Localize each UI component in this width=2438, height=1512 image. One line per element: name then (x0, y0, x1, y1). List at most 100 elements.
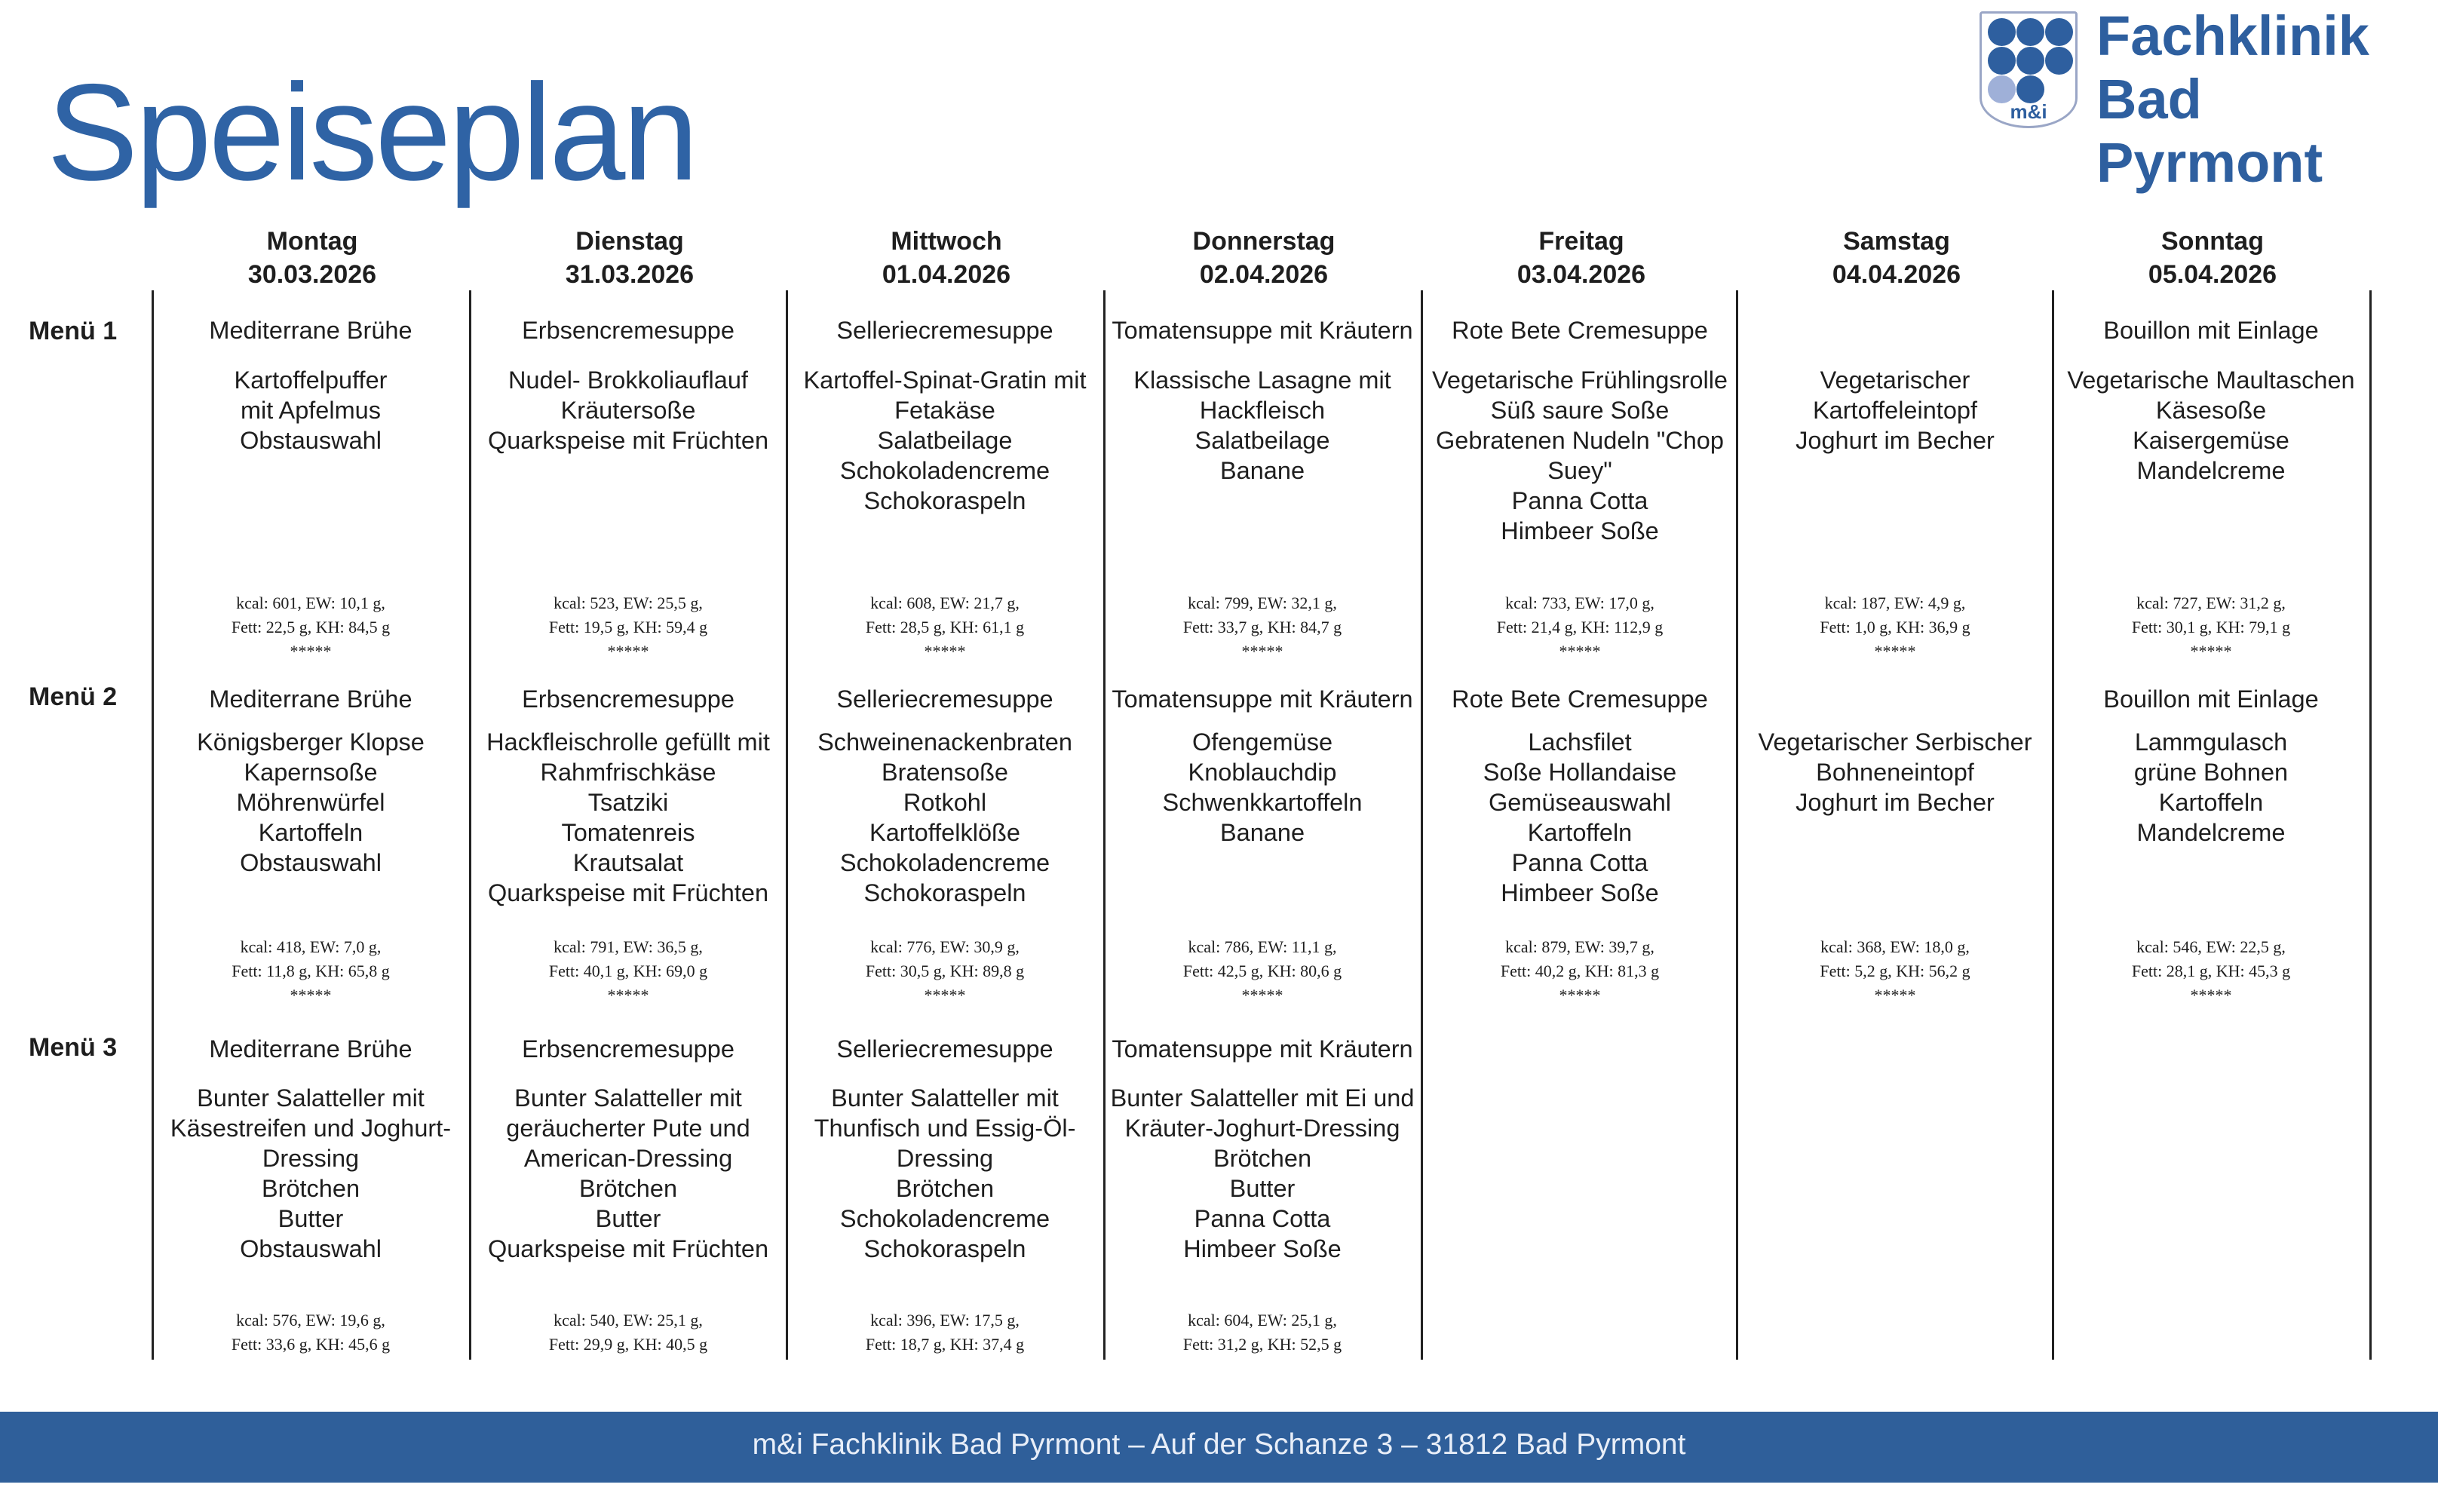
dish-list: Königsberger Klopse Kapernsoße Möhrenwürfe… (154, 727, 468, 878)
menu-label: Menü 1 (29, 317, 118, 345)
column-divider (1421, 290, 1423, 1360)
dish-item: Klassische Lasagne mit (1133, 366, 1391, 394)
nutrition-line: Fett: 28,1 g, KH: 45,3 g (2131, 961, 2291, 980)
dish-item: Panna Cotta (1511, 849, 1648, 876)
dish-item: Fetakäse (894, 397, 995, 424)
nutrition-line: kcal: 608, EW: 21,7 g, (870, 593, 1020, 612)
rating-stars: ***** (1874, 642, 1916, 661)
dish-item: Quarkspeise mit Früchten (487, 879, 769, 906)
dish-list: Bunter Salatteller mit Thunfisch und Essi… (788, 1083, 1102, 1264)
dish-item: Banane (1219, 819, 1305, 846)
dish-item: Obstauswahl (240, 427, 382, 454)
dish-item: Quarkspeise mit Früchten (487, 1235, 769, 1262)
dish-item: Obstauswahl (240, 1235, 382, 1262)
dish-item: Kartoffeln (2158, 789, 2264, 816)
dish-item: Vegetarische Frühlingsrolle (1431, 366, 1728, 394)
nutrition-line: kcal: 733, EW: 17,0 g, (1505, 593, 1654, 612)
dish-item: Schweinenackenbraten (817, 728, 1072, 756)
dish-item: Bratensoße (881, 759, 1008, 786)
dish-item: geräucherter Pute und (506, 1115, 750, 1142)
dish-item: Schokoraspeln (863, 487, 1026, 514)
dish-item: Brötchen (1213, 1145, 1312, 1172)
dish-item: Kartoffel-Spinat-Gratin mit (803, 366, 1087, 394)
dish-item: Süß saure Soße (1490, 397, 1670, 424)
dish-item: Brötchen (895, 1175, 995, 1202)
nutrition-line: kcal: 418, EW: 7,0 g, (240, 937, 382, 956)
logo-badge: m&i (2010, 100, 2047, 123)
day-name: Mittwoch (891, 227, 1002, 256)
dish-item: Bunter Salatteller mit Ei und (1110, 1084, 1415, 1112)
day-name: Freitag (1538, 227, 1624, 256)
dish-item: Schokoraspeln (863, 879, 1026, 906)
nutrition-info: kcal: 776, EW: 30,9 g, Fett: 30,5 g, KH: … (788, 935, 1102, 1007)
dish-item: Schokoladencreme (839, 1205, 1050, 1232)
nutrition-info: kcal: 546, EW: 22,5 g, Fett: 28,1 g, KH: … (2054, 935, 2368, 1007)
nutrition-line: Fett: 33,6 g, KH: 45,6 g (231, 1335, 391, 1354)
soup-item: Selleriecremesuppe (836, 1035, 1053, 1063)
column-divider (786, 290, 788, 1360)
dish-item: grüne Bohnen (2133, 759, 2289, 786)
nutrition-line: kcal: 604, EW: 25,1 g, (1188, 1311, 1337, 1330)
nutrition-line: kcal: 799, EW: 32,1 g, (1188, 593, 1337, 612)
nutrition-info: kcal: 523, EW: 25,5 g, Fett: 19,5 g, KH: … (471, 591, 785, 664)
nutrition-line: kcal: 791, EW: 36,5 g, (554, 937, 703, 956)
day-header: Sonntag 05.04.2026 (2054, 225, 2371, 291)
soup-item: Erbsencremesuppe (522, 317, 734, 344)
dish-list: Nudel- Brokkoliauflauf Kräutersoße Quarksp… (471, 365, 785, 455)
dish-item: Tsatziki (587, 789, 669, 816)
nutrition-line: Fett: 33,7 g, KH: 84,7 g (1182, 618, 1342, 636)
dish-item: Bohneneintopf (1816, 759, 1974, 786)
dish-item: Gemüseauswahl (1488, 789, 1672, 816)
nutrition-info: kcal: 576, EW: 19,6 g, Fett: 33,6 g, KH: … (154, 1308, 468, 1357)
dish-item: Hackfleisch (1199, 397, 1326, 424)
dish-list: Vegetarischer Kartoffeleintopf Joghurt im … (1738, 365, 2052, 455)
dish-list: Kartoffel-Spinat-Gratin mit Fetakäse Salat… (788, 365, 1102, 516)
nutrition-line: Fett: 11,8 g, KH: 65,8 g (232, 961, 390, 980)
nutrition-info: kcal: 799, EW: 32,1 g, Fett: 33,7 g, KH: … (1106, 591, 1419, 664)
column-divider (2369, 290, 2372, 1360)
rating-stars: ***** (607, 642, 649, 661)
column-divider (469, 290, 471, 1360)
nutrition-info: kcal: 418, EW: 7,0 g, Fett: 11,8 g, KH: 6… (154, 935, 468, 1007)
dish-item: Butter (1229, 1175, 1296, 1202)
page-title: Speiseplan (47, 55, 699, 209)
menu-label: Menü 3 (29, 1033, 118, 1062)
soup-item: Bouillon mit Einlage (2103, 317, 2319, 344)
nutrition-line: kcal: 576, EW: 19,6 g, (236, 1311, 385, 1330)
soup-item: Erbsencremesuppe (522, 1035, 734, 1063)
day-name: Montag (266, 227, 358, 256)
nutrition-line: kcal: 776, EW: 30,9 g, (870, 937, 1020, 956)
nutrition-line: kcal: 368, EW: 18,0 g, (1820, 937, 1970, 956)
dish-item: Obstauswahl (240, 849, 382, 876)
dish-item: Butter (595, 1205, 661, 1232)
rating-stars: ***** (924, 642, 966, 661)
dish-item: mit Apfelmus (240, 397, 382, 424)
nutrition-line: Fett: 31,2 g, KH: 52,5 g (1182, 1335, 1342, 1354)
soup-item: Tomatensuppe mit Kräutern (1112, 317, 1413, 344)
dish-item: Brötchen (261, 1175, 360, 1202)
dish-item: American-Dressing (523, 1145, 733, 1172)
dish-item: Kapernsoße (244, 759, 378, 786)
soup-item: Bouillon mit Einlage (2103, 685, 2319, 713)
soup-item: Erbsencremesuppe (522, 685, 734, 713)
nutrition-line: Fett: 29,9 g, KH: 40,5 g (548, 1335, 708, 1354)
dish-list: Schweinenackenbraten Bratensoße Rotkohl Kar… (788, 727, 1102, 908)
dish-item: Lachsfilet (1528, 728, 1632, 756)
dish-item: Suey" (1547, 457, 1612, 484)
dish-list: Hackfleischrolle gefüllt mit Rahmfrischkä… (471, 727, 785, 908)
dish-item: Käsestreifen und Joghurt- (170, 1115, 452, 1142)
nutrition-line: kcal: 523, EW: 25,5 g, (554, 593, 703, 612)
dish-list: Kartoffelpuffer mit Apfelmus Obstauswahl (154, 365, 468, 455)
dish-item: Himbeer Soße (1501, 879, 1659, 906)
nutrition-line: kcal: 879, EW: 39,7 g, (1505, 937, 1654, 956)
dish-list: Vegetarische Frühlingsrolle Süß saure Soß… (1423, 365, 1737, 546)
nutrition-line: Fett: 40,2 g, KH: 81,3 g (1500, 961, 1660, 980)
logo-line1: Fachklinik (2096, 5, 2369, 67)
day-date: 04.04.2026 (1832, 260, 1961, 289)
footer-bar: m&i Fachklinik Bad Pyrmont – Auf der Sch… (0, 1412, 2438, 1483)
day-header: Samstag 04.04.2026 (1738, 225, 2055, 291)
dish-list: Vegetarische Maultaschen Käsesoße Kaiserge… (2054, 365, 2368, 486)
soup-item: Selleriecremesuppe (836, 317, 1053, 344)
dish-item: Quarkspeise mit Früchten (487, 427, 769, 454)
nutrition-line: Fett: 30,1 g, KH: 79,1 g (2131, 618, 2291, 636)
